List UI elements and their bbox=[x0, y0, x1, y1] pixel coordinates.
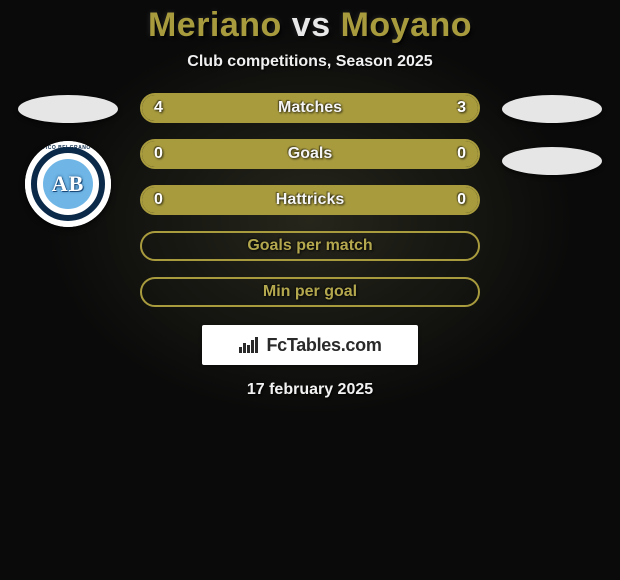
title-player1: Meriano bbox=[148, 6, 282, 44]
stat-row-hattricks: 0 Hattricks 0 bbox=[140, 185, 480, 215]
stat-label: Hattricks bbox=[276, 191, 344, 209]
title-player2: Moyano bbox=[341, 6, 472, 44]
title-vs: vs bbox=[292, 6, 331, 44]
player1-club-badge: CLUB ATLETICO BELGRANO · CORDOBA AB bbox=[25, 141, 111, 227]
stat-bar: 0 Goals 0 bbox=[140, 139, 480, 169]
stat-value-left: 0 bbox=[154, 191, 163, 209]
bar-fill-left bbox=[142, 141, 310, 167]
site-attribution: FcTables.com bbox=[202, 325, 418, 365]
site-label: FcTables.com bbox=[266, 335, 381, 356]
barchart-icon bbox=[238, 336, 260, 354]
comparison-area: CLUB ATLETICO BELGRANO · CORDOBA AB 4 Mat… bbox=[0, 93, 620, 307]
bar-fill-right bbox=[310, 141, 478, 167]
stat-value-right: 3 bbox=[457, 99, 466, 117]
stat-value-right: 0 bbox=[457, 191, 466, 209]
content-root: Meriano vs Moyano Club competitions, Sea… bbox=[0, 0, 620, 580]
stat-value-right: 0 bbox=[457, 145, 466, 163]
subtitle: Club competitions, Season 2025 bbox=[187, 53, 432, 71]
stat-row-matches: 4 Matches 3 bbox=[140, 93, 480, 123]
stat-row-min-per-goal: Min per goal bbox=[140, 277, 480, 307]
stat-label: Goals per match bbox=[247, 237, 372, 255]
player2-club-placeholder bbox=[502, 147, 602, 175]
club-badge-initials: AB bbox=[52, 171, 85, 197]
stat-row-goals: 0 Goals 0 bbox=[140, 139, 480, 169]
date-stamp: 17 february 2025 bbox=[247, 381, 373, 399]
player1-avatar-placeholder bbox=[18, 95, 118, 123]
stat-label: Goals bbox=[288, 145, 332, 163]
stat-bar: 0 Hattricks 0 bbox=[140, 185, 480, 215]
comparison-bars: 4 Matches 3 0 Goals 0 0 Hattricks 0 Goals per mat… bbox=[140, 93, 480, 307]
stat-bar: Min per goal bbox=[140, 277, 480, 307]
stat-value-left: 0 bbox=[154, 145, 163, 163]
club-badge-inner: AB bbox=[43, 159, 93, 209]
stat-label: Min per goal bbox=[263, 283, 357, 301]
club-badge-ring-text: CLUB ATLETICO BELGRANO · CORDOBA bbox=[25, 145, 111, 151]
stat-value-left: 4 bbox=[154, 99, 163, 117]
stat-bar: Goals per match bbox=[140, 231, 480, 261]
left-column: CLUB ATLETICO BELGRANO · CORDOBA AB bbox=[8, 93, 128, 227]
player2-avatar-placeholder bbox=[502, 95, 602, 123]
stat-bar: 4 Matches 3 bbox=[140, 93, 480, 123]
right-column bbox=[492, 93, 612, 175]
page-title: Meriano vs Moyano bbox=[148, 6, 472, 45]
stat-row-goals-per-match: Goals per match bbox=[140, 231, 480, 261]
stat-label: Matches bbox=[278, 99, 342, 117]
